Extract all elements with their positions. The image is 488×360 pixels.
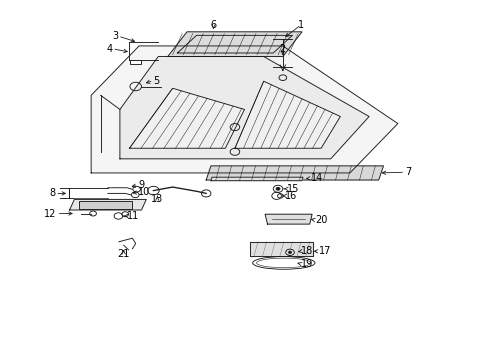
Polygon shape — [206, 166, 383, 180]
Text: 18: 18 — [301, 246, 313, 256]
Polygon shape — [167, 32, 302, 57]
Polygon shape — [91, 46, 397, 173]
Text: 20: 20 — [315, 215, 327, 225]
Text: 4: 4 — [106, 44, 112, 54]
Polygon shape — [264, 214, 311, 224]
Polygon shape — [69, 199, 146, 210]
Text: 8: 8 — [49, 188, 55, 198]
Text: 3: 3 — [112, 31, 118, 41]
Text: 17: 17 — [318, 246, 330, 256]
Polygon shape — [120, 57, 368, 159]
Polygon shape — [210, 177, 303, 181]
Text: 1: 1 — [297, 20, 304, 30]
Text: 10: 10 — [138, 187, 150, 197]
Text: 12: 12 — [44, 208, 57, 219]
Text: 16: 16 — [285, 191, 297, 201]
Text: 5: 5 — [153, 76, 160, 86]
Text: 11: 11 — [127, 211, 139, 221]
Text: 6: 6 — [210, 20, 216, 30]
Text: 9: 9 — [138, 180, 144, 190]
Text: 2: 2 — [279, 45, 285, 54]
Text: 15: 15 — [286, 184, 299, 194]
Polygon shape — [234, 81, 340, 148]
Bar — [79, 201, 132, 209]
Text: 13: 13 — [151, 194, 163, 204]
Circle shape — [288, 251, 291, 253]
Text: 21: 21 — [117, 249, 130, 259]
Text: 19: 19 — [301, 259, 313, 269]
Bar — [130, 60, 141, 64]
Circle shape — [276, 188, 280, 190]
Polygon shape — [250, 242, 312, 256]
Text: 7: 7 — [404, 167, 410, 177]
Polygon shape — [129, 88, 244, 148]
Text: 14: 14 — [310, 173, 322, 183]
